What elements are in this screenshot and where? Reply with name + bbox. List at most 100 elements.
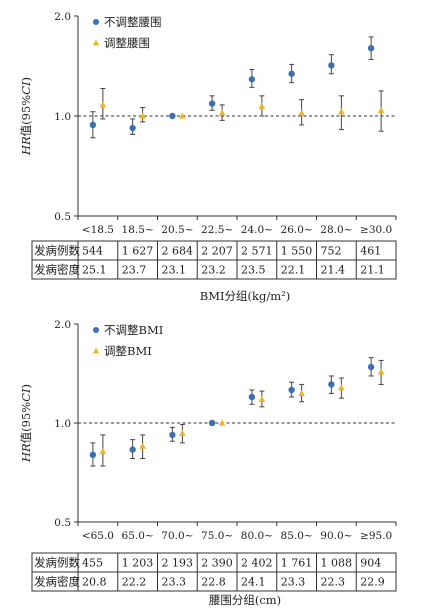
y-tick-label: 0.5	[54, 517, 71, 529]
x-tick-label: <18.5	[82, 224, 114, 236]
table-cell: 1 550	[281, 245, 313, 258]
table-cell: 25.1	[82, 264, 107, 277]
table-cell: 22.3	[321, 576, 346, 589]
y-tick-label: 1.0	[54, 111, 71, 123]
data-point	[328, 62, 335, 69]
legend-marker	[92, 39, 100, 46]
table-row-label: 发病密度	[34, 263, 80, 277]
data-point	[208, 419, 216, 427]
legend-label: 不调整腰围	[104, 15, 162, 29]
table-cell: 2 684	[162, 245, 194, 258]
chart-2: 0.5 1.0 2.0 HR值(95%CI) <65.0 65.0~ 70.0~ 75.0~ 8…	[19, 319, 397, 607]
y-tick-label: 0.5	[54, 211, 71, 223]
table-cell: 1 761	[281, 557, 313, 570]
x-tick-label: 26.0~	[281, 224, 313, 236]
x-tick-label: 20.5~	[161, 224, 193, 236]
table-row-label: 发病例数	[34, 556, 80, 570]
data-point	[298, 389, 305, 397]
table-cell: 2 390	[201, 557, 233, 570]
x-axis-title: BMI分组(kg/m²)	[200, 289, 290, 303]
table-cell: 904	[360, 557, 381, 570]
x-axis-title: 腰围分组(cm)	[209, 593, 281, 607]
legend-label: 不调整BMI	[104, 323, 163, 337]
x-tick-label: 28.0~	[320, 224, 352, 236]
data-point	[288, 70, 295, 77]
y-axis-label: HR值(95%CI)	[19, 384, 33, 463]
table-cell: 22.1	[281, 264, 306, 277]
table-cell: 461	[360, 245, 381, 258]
table-cell: 22.9	[360, 576, 385, 589]
table-cell: 23.3	[162, 576, 187, 589]
series-2	[99, 359, 385, 467]
data-point	[139, 112, 146, 119]
table-cell: 23.5	[241, 264, 266, 277]
table-cell: 22.2	[122, 576, 147, 589]
legend-label: 调整腰围	[104, 36, 150, 50]
data-point	[377, 106, 385, 113]
table-cell: 20.8	[82, 576, 107, 589]
x-tick-label: 70.0~	[161, 530, 193, 542]
chart-1: 0.5 1.0 2.0 HR值(95%CI) <18.5 18.5~ 20.5~ 22.5~ 2…	[19, 11, 397, 303]
table-cell: 21.4	[321, 264, 346, 277]
data-point	[129, 446, 136, 453]
data-point	[288, 386, 295, 394]
table-cell: 23.1	[162, 264, 187, 277]
table-row-label: 发病密度	[34, 575, 80, 589]
data-point	[99, 101, 107, 108]
legend-marker	[93, 327, 99, 333]
x-tick-label: 65.0~	[122, 530, 154, 542]
x-tick-label: 80.0~	[241, 530, 273, 542]
data-point	[258, 102, 266, 109]
y-axis-label: HR值(95%CI)	[19, 77, 33, 156]
x-tick-label: 22.5~	[201, 224, 233, 236]
data-point	[139, 442, 146, 449]
data-point	[338, 384, 345, 391]
x-tick-label: 24.0~	[241, 224, 273, 236]
x-tick-label: 18.5~	[122, 224, 154, 236]
table-cell: 2 571	[241, 245, 273, 258]
data-point	[99, 447, 107, 454]
data-table: 发病例数 544 1 627 2 684 2 207 2 571 1 550 752 461 发病…	[31, 240, 397, 280]
data-point	[179, 112, 186, 119]
legend-label: 调整BMI	[104, 344, 152, 358]
x-tick-label: 90.0~	[320, 530, 352, 542]
data-point	[129, 124, 136, 132]
x-tick-label: ≥95.0	[360, 530, 392, 542]
data-point	[218, 109, 226, 116]
data-point	[169, 112, 176, 120]
data-point	[248, 393, 256, 401]
data-point	[208, 100, 216, 107]
table-row-label: 发病例数	[34, 244, 80, 258]
table-cell: 752	[321, 245, 342, 258]
legend-marker	[92, 347, 100, 354]
table-cell: 24.1	[241, 576, 266, 589]
data-point	[367, 44, 375, 52]
data-point	[179, 429, 186, 436]
table-cell: 2 207	[201, 245, 233, 258]
data-point	[377, 368, 385, 375]
table-cell: 2 193	[162, 557, 194, 570]
table-cell: 2 402	[241, 557, 273, 570]
table-cell: 544	[82, 245, 103, 258]
series-1	[89, 36, 375, 139]
data-point	[328, 381, 335, 388]
data-point	[169, 431, 176, 439]
series-2	[99, 87, 385, 132]
table-cell: 23.2	[201, 264, 226, 277]
data-point	[367, 363, 375, 371]
data-point	[338, 108, 345, 115]
data-table: 发病例数 455 1 203 2 193 2 390 2 402 1 761 1 088 904…	[31, 552, 397, 592]
y-tick-label: 1.0	[54, 418, 71, 430]
x-tick-label: 85.0~	[281, 530, 313, 542]
y-tick-label: 2.0	[54, 319, 71, 331]
data-point	[218, 419, 226, 426]
x-tick-label: ≥30.0	[360, 224, 392, 236]
table-cell: 21.1	[360, 264, 385, 277]
x-tick-label: 75.0~	[201, 530, 233, 542]
data-point	[258, 395, 266, 402]
table-cell: 23.3	[281, 576, 306, 589]
x-tick-label: <65.0	[82, 530, 114, 542]
y-tick-label: 2.0	[54, 11, 71, 23]
data-point	[248, 76, 256, 83]
